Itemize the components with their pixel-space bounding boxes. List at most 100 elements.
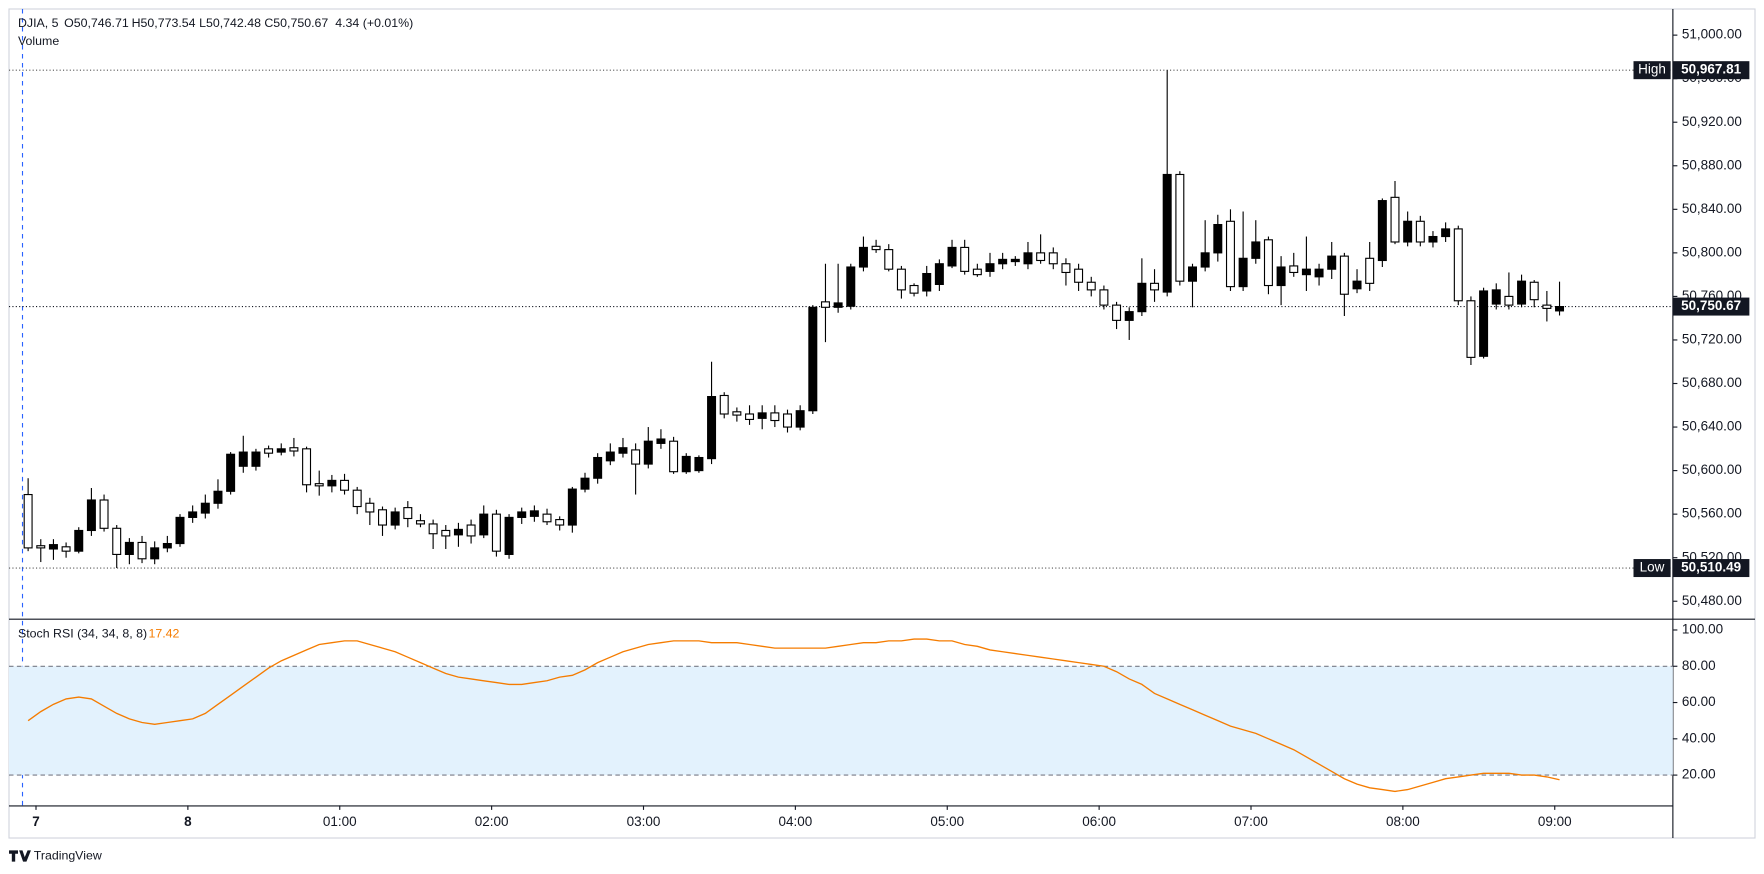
indicator-value: 17.42 [149, 627, 180, 641]
legend-low: L50,742.48 [199, 16, 261, 30]
marker-tag [1633, 559, 1671, 578]
brand-logo [9, 850, 31, 862]
candle-body [1188, 266, 1197, 282]
candle-body [745, 413, 755, 420]
indicator-line [27, 638, 1560, 793]
candle-body [1289, 265, 1299, 274]
candle-body [238, 451, 248, 467]
candle-body [340, 479, 350, 491]
candle-body [428, 523, 438, 535]
candle-body [1023, 252, 1033, 265]
candle-body [1377, 200, 1387, 262]
marker-tag [1633, 61, 1671, 80]
x-tick-label: 07:00 [1234, 814, 1268, 829]
candle-body [1517, 280, 1527, 305]
candle-body [517, 511, 527, 518]
candle-body [884, 249, 894, 270]
background-layer [9, 69, 1673, 776]
y-tick-label: 51,000.00 [1682, 27, 1742, 42]
indicator-title: Stoch RSI (34, 34, 8, 8) [18, 627, 147, 641]
legend-close: C50,750.67 [264, 16, 328, 30]
candle-body [1175, 173, 1185, 282]
marks-layer [23, 70, 1565, 793]
candle-body [162, 542, 172, 549]
candle-body [605, 451, 615, 462]
y-tick-label: 20.00 [1682, 767, 1716, 782]
y-tick-label: 50,560.00 [1682, 506, 1742, 521]
candle-body [1200, 252, 1210, 268]
candle-body [378, 509, 387, 526]
candle-body [1036, 252, 1046, 262]
candle-body [846, 266, 856, 307]
candle-body [631, 449, 641, 465]
candle-body [947, 246, 957, 267]
candle-body [618, 447, 628, 454]
candle-body [1453, 228, 1463, 302]
candle-body [137, 541, 147, 560]
candle-body [681, 455, 691, 473]
candle-body [1365, 257, 1375, 284]
candle-body [1276, 266, 1286, 287]
last-price-value: 50,750.67 [1681, 298, 1741, 313]
marker-label: Low [1640, 560, 1665, 575]
marker-value-tag [1672, 559, 1750, 578]
candle-body [390, 511, 400, 526]
symbol: DJIA, 5 [18, 16, 59, 30]
candle-body [833, 302, 843, 308]
candle-body [1162, 173, 1172, 293]
candle-body [732, 411, 742, 416]
candle-body [1238, 257, 1248, 288]
candle-body [795, 410, 805, 428]
candle-body [415, 520, 425, 525]
y-tick-label: 50,640.00 [1682, 419, 1742, 434]
candle-body [314, 483, 324, 487]
candle-body [23, 493, 33, 549]
x-tick-label: 06:00 [1082, 814, 1116, 829]
y-tick-label: 50,720.00 [1682, 332, 1742, 347]
candle-body [352, 489, 362, 508]
y-tick-label: 50,840.00 [1682, 201, 1742, 216]
candle-body [188, 511, 198, 518]
candle-body [1124, 311, 1134, 321]
legend-high: H50,773.54 [132, 16, 196, 30]
candle-body [820, 301, 830, 308]
candle-body [1542, 304, 1552, 309]
candle-body [1086, 281, 1096, 291]
marker-value-tag [1672, 61, 1750, 80]
candle-body [453, 528, 463, 536]
x-tick-label: 08:00 [1386, 814, 1420, 829]
x-tick-label: 01:00 [323, 814, 357, 829]
y-tick-label: 100.00 [1682, 622, 1723, 637]
candle-body [770, 412, 780, 422]
candle-body [1504, 295, 1514, 306]
candle-body [580, 477, 590, 490]
candle-body [1048, 252, 1058, 265]
y-tick-label: 50,480.00 [1682, 593, 1742, 608]
candle-body [1339, 255, 1349, 295]
candle-body [1466, 300, 1476, 358]
candle-body [403, 507, 413, 520]
candle-body [86, 499, 96, 532]
marker-label: High [1638, 62, 1666, 77]
labels-layer: 7 8 01:00 02:00 03:00 04:00 05:00 06:00 07:00 08:… [32, 27, 1750, 829]
y-tick-label: 50,920.00 [1682, 114, 1742, 129]
candle-body [99, 499, 109, 529]
y-tick-label: 60.00 [1682, 694, 1716, 709]
candle-body [1213, 223, 1223, 254]
candle-body [213, 490, 223, 504]
y-tick-label: 50,800.00 [1682, 244, 1742, 259]
x-tick-label: 02:00 [475, 814, 509, 829]
brand-name: TradingView [34, 848, 102, 862]
candle-body [1225, 220, 1235, 288]
last-price-tag [1672, 297, 1750, 316]
candle-body [365, 502, 375, 513]
candle-body [491, 513, 501, 552]
candle-body [960, 246, 970, 272]
candle-body [441, 529, 451, 537]
candle-body [643, 440, 653, 465]
candle-body [669, 440, 679, 473]
candle-body [1352, 280, 1362, 290]
candle-body [808, 306, 818, 412]
candle-body [1390, 196, 1400, 243]
